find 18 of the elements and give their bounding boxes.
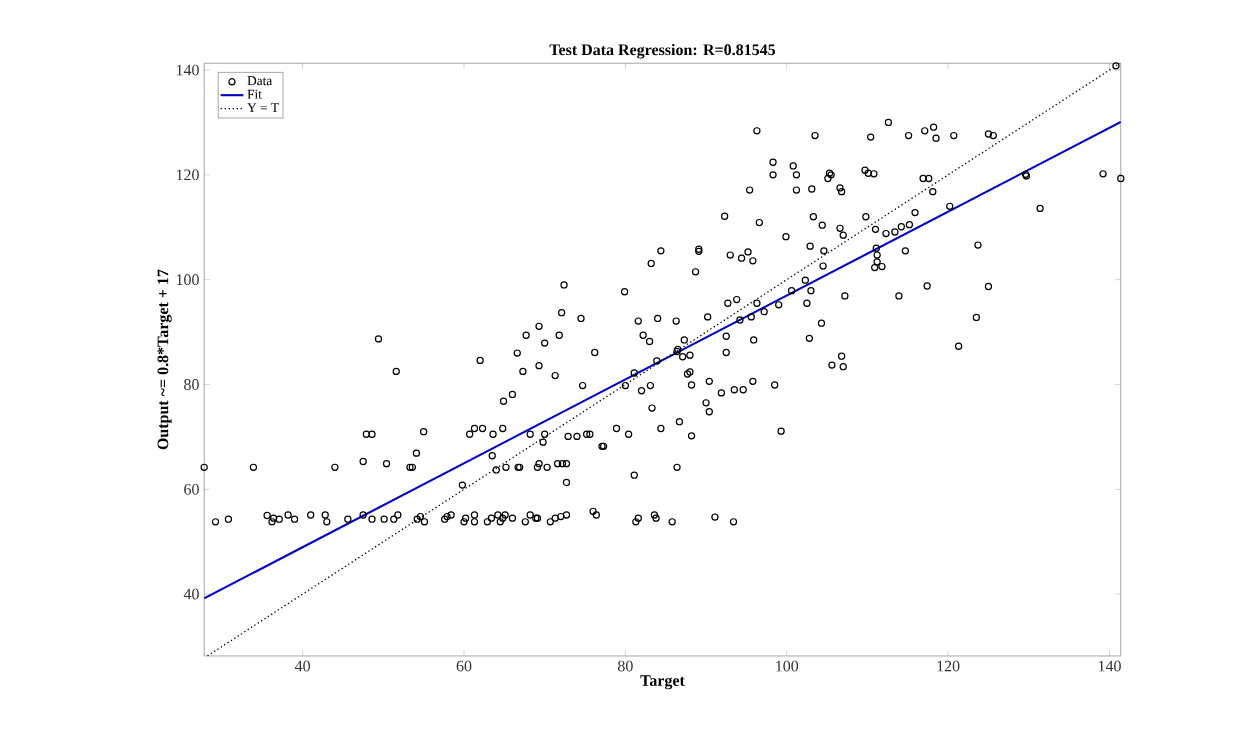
y-tick-label: 80 xyxy=(184,379,199,390)
x-tick-label: 60 xyxy=(456,660,472,672)
x-tick-label: 140 xyxy=(1098,660,1121,672)
y-tick-label: 120 xyxy=(176,169,199,181)
y-tick-label: 40 xyxy=(183,588,199,600)
y-tick-label: 100 xyxy=(176,274,199,285)
chart-title: Test Data Regression: R=0.81545 xyxy=(549,43,776,59)
y-axis-title: Output ~= 0.8*Target + 17 xyxy=(157,269,172,450)
x-tick-label: 120 xyxy=(937,660,960,672)
legend-label: Y = T xyxy=(247,103,279,112)
x-tick-label: 80 xyxy=(617,660,633,672)
legend-label: Data xyxy=(247,76,273,86)
x-tick-label: 40 xyxy=(294,660,311,672)
legend-label: Fit xyxy=(247,89,262,99)
y-tick-label: 140 xyxy=(176,64,199,76)
x-axis-title: Target xyxy=(640,675,685,690)
y-tick-label: 60 xyxy=(184,483,199,495)
x-tick-label: 100 xyxy=(776,660,799,672)
